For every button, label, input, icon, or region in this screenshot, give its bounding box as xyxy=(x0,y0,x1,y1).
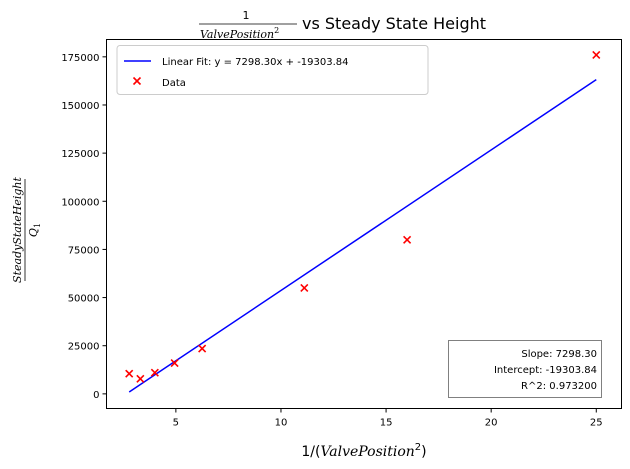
y-tick-label: 175000 xyxy=(61,53,99,64)
data-point xyxy=(198,344,207,353)
title-text: vs Steady State Height xyxy=(302,14,486,33)
fit-stats-r2: R^2: 0.973200 xyxy=(521,381,597,392)
y-tick-label: 50000 xyxy=(68,294,100,305)
y-tick-label: 0 xyxy=(93,390,99,401)
x-tick-label: 5 xyxy=(173,418,179,429)
fit-line xyxy=(128,79,597,393)
y-label-denominator: Q1 xyxy=(27,223,42,237)
fit-stats-frame xyxy=(448,340,602,398)
series-layer xyxy=(125,50,601,393)
y-label-numerator: SteadyStateHeight xyxy=(11,176,24,282)
legend-marker-swatch xyxy=(132,76,142,86)
legend-label-data: Data xyxy=(162,78,186,89)
legend: Linear Fit: y = 7298.30x + -19303.84 Dat… xyxy=(116,45,429,95)
x-axis-label: 1/(ValvePosition2) xyxy=(301,442,426,460)
axis-ticks: 5 10 15 20 25 0 25000 50000 75000 100000 125000 150… xyxy=(61,53,602,429)
data-point xyxy=(170,358,179,368)
chart-title: 1 ValvePosition2 vs Steady State Height xyxy=(199,9,486,41)
title-numerator: 1 xyxy=(243,9,250,22)
y-axis-label: SteadyStateHeight Q1 xyxy=(11,176,42,282)
x-tick-label: 20 xyxy=(485,418,498,429)
data-point xyxy=(136,374,145,383)
y-tick-label: 25000 xyxy=(68,342,100,353)
y-tick-label: 150000 xyxy=(61,101,99,112)
y-tick-label: 125000 xyxy=(61,149,99,160)
data-point xyxy=(592,50,601,59)
title-denominator: ValvePosition2 xyxy=(200,26,279,41)
fit-stats-intercept: Intercept: -19303.84 xyxy=(494,365,597,376)
x-tick-label: 25 xyxy=(590,418,603,429)
plot-frame xyxy=(106,39,622,409)
fit-stats-box: Slope: 7298.30 Intercept: -19303.84 R^2:… xyxy=(448,340,602,398)
data-point xyxy=(125,369,134,378)
legend-box xyxy=(116,45,429,95)
fit-stats-slope: Slope: 7298.30 xyxy=(521,349,597,360)
legend-label-fit: Linear Fit: y = 7298.30x + -19303.84 xyxy=(162,57,349,68)
x-tick-label: 10 xyxy=(275,418,288,429)
data-point xyxy=(300,283,309,293)
x-tick-label: 15 xyxy=(380,418,393,429)
data-point xyxy=(403,235,412,244)
data-point xyxy=(150,368,159,377)
y-tick-label: 75000 xyxy=(68,245,100,256)
y-tick-label: 100000 xyxy=(61,197,99,208)
